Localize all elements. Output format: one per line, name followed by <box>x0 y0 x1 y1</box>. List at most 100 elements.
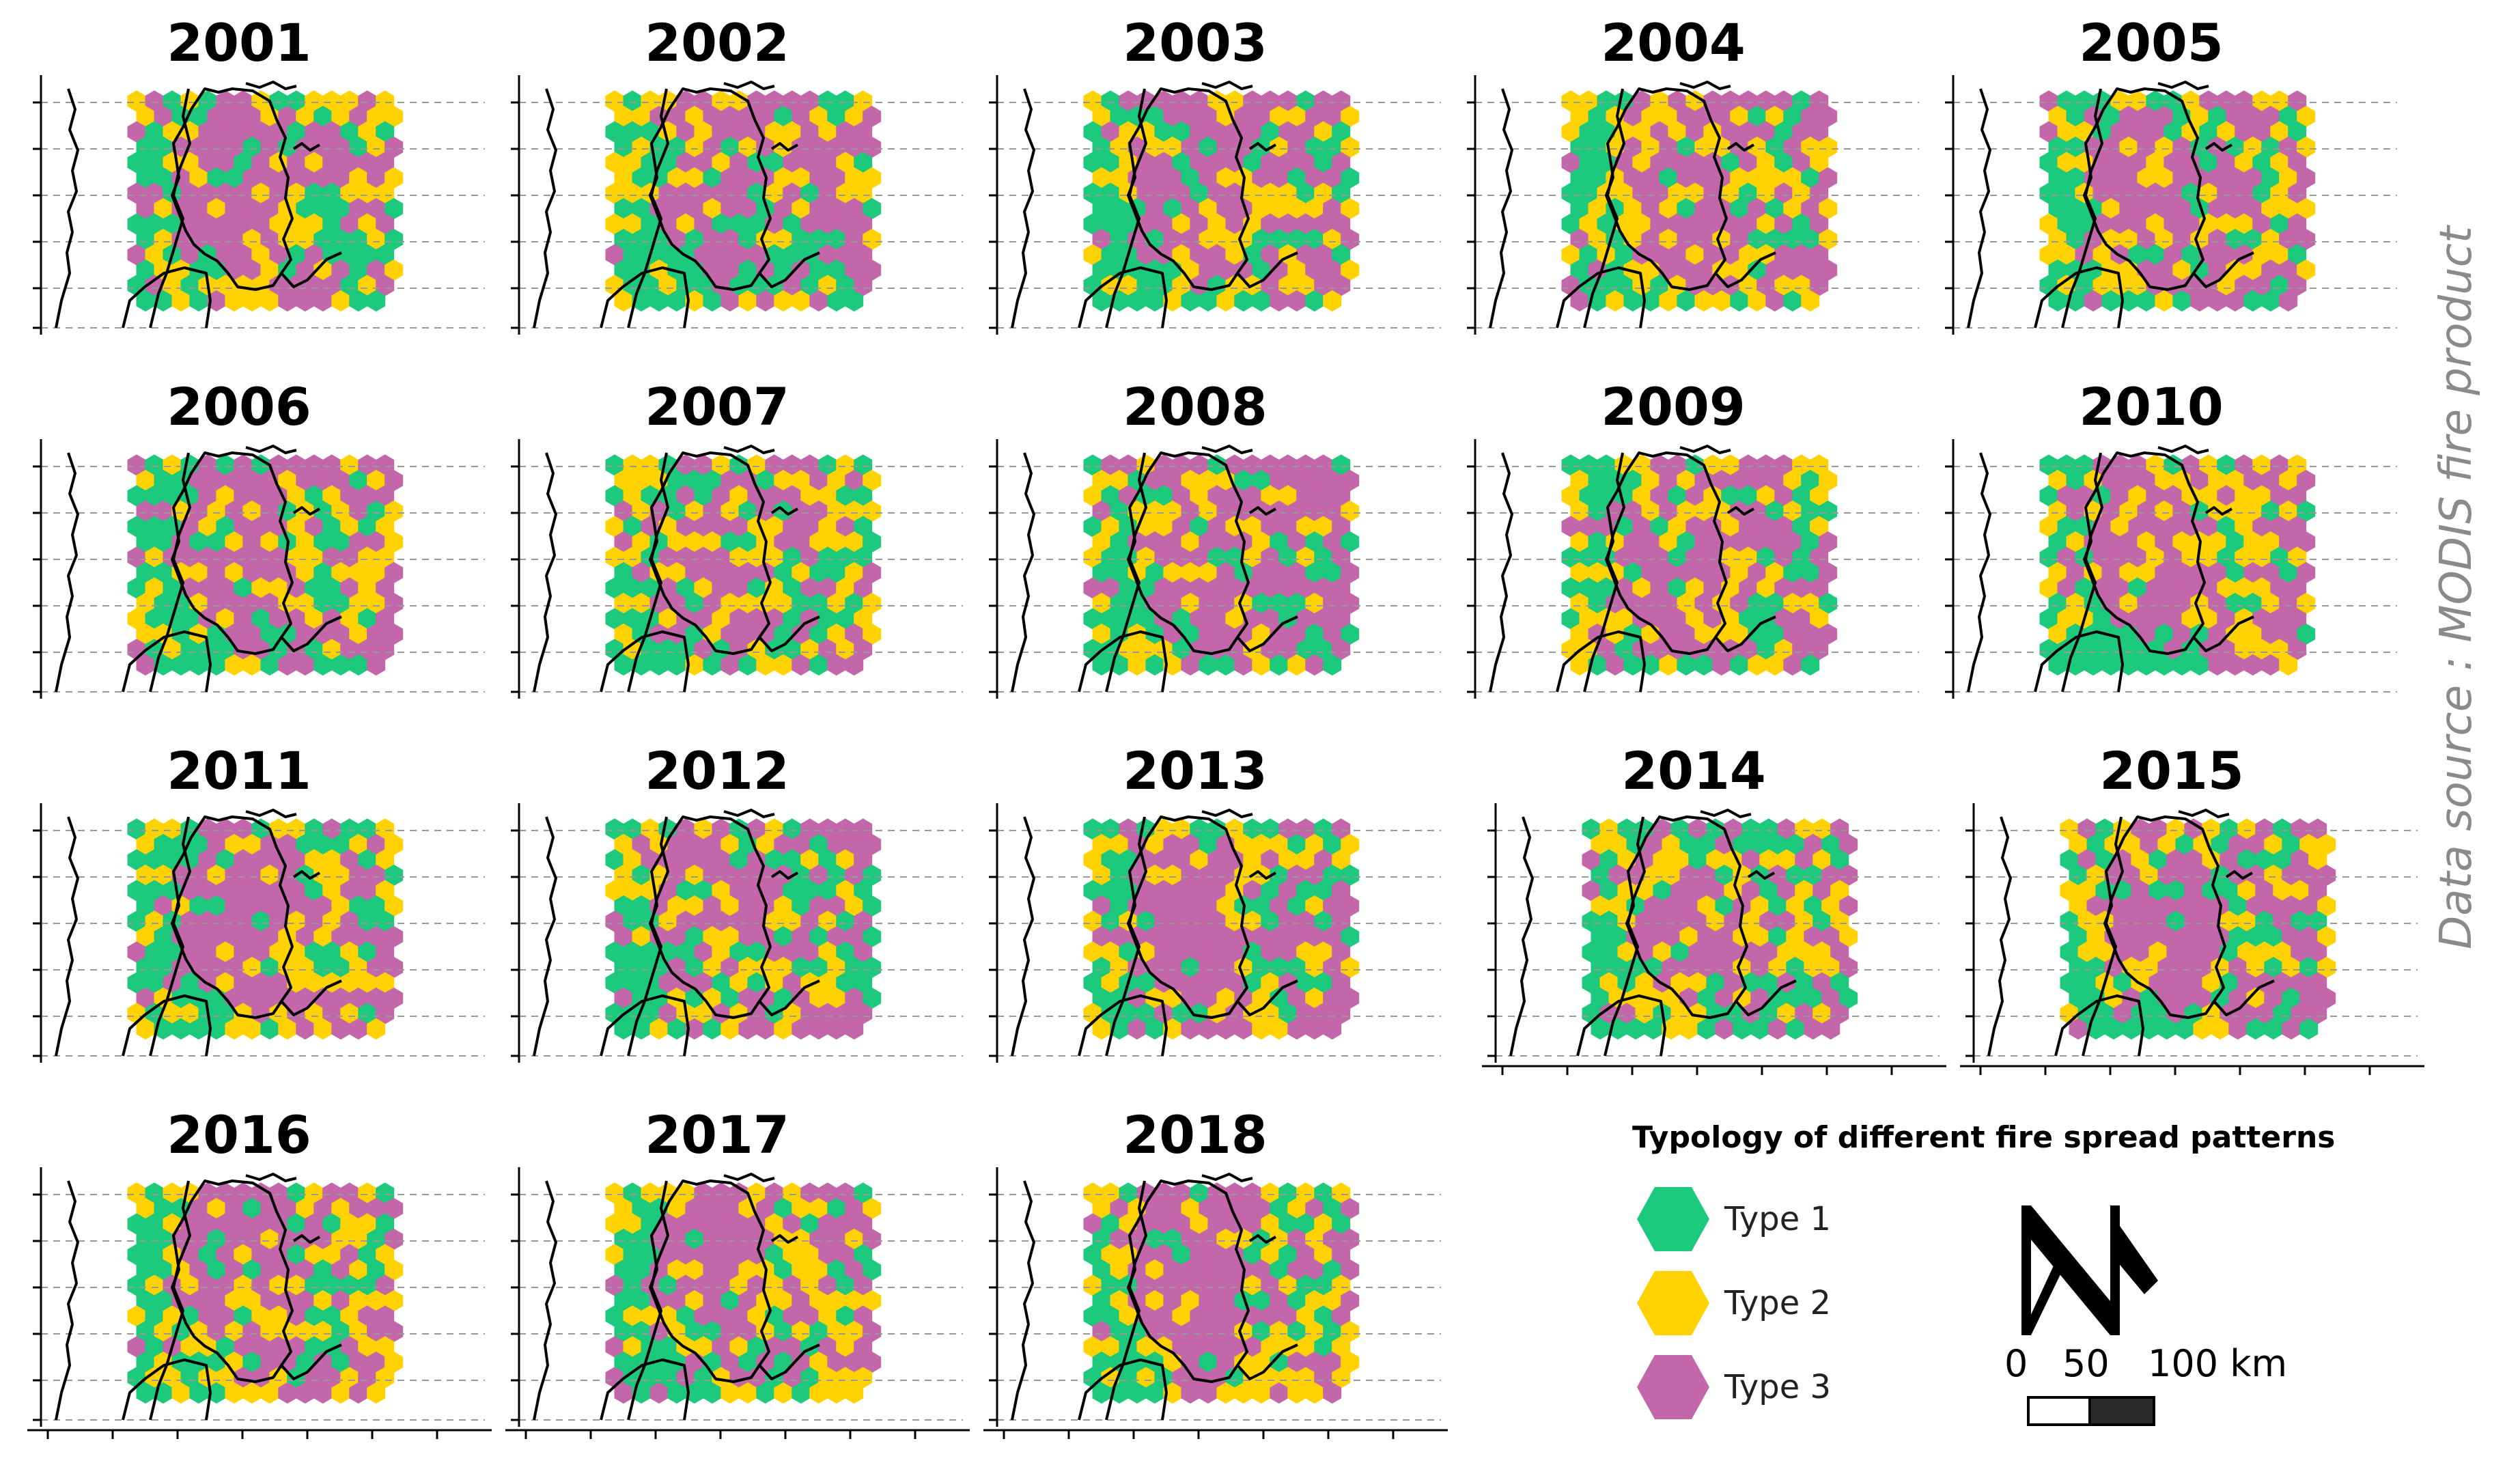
boundary-line <box>1489 452 1513 693</box>
hex-grid <box>1561 90 1838 312</box>
boundary-line <box>1700 809 1752 818</box>
boundary-line <box>1576 994 1666 1057</box>
boundary-line <box>723 445 775 454</box>
region-outline <box>649 815 772 1019</box>
hex-cell <box>845 290 864 312</box>
panel-title-2004: 2004 <box>1601 12 1746 73</box>
map-2012 <box>511 803 963 1063</box>
legend-label-type-2: Type 2 <box>1724 1284 1832 1322</box>
boundary-line <box>1489 88 1513 329</box>
hex-grid <box>2039 454 2316 676</box>
boundary-line <box>723 81 775 90</box>
boundary-line <box>1105 452 1147 693</box>
hex-grid <box>1083 90 1360 312</box>
region-outline <box>649 451 772 655</box>
boundary-line <box>723 809 775 818</box>
boundary-line <box>1714 251 1776 288</box>
region-outline <box>649 87 772 291</box>
boundary-line <box>627 816 669 1057</box>
hex-grid <box>1083 818 1360 1040</box>
region-outline <box>1605 451 1728 655</box>
boundary-line <box>2192 251 2254 288</box>
region-outline <box>2083 87 2206 291</box>
panel-title-2017: 2017 <box>645 1104 789 1165</box>
boundary-line <box>1011 816 1035 1057</box>
region-outline <box>2103 815 2226 1019</box>
boundary-line <box>1726 506 1754 516</box>
hex-cell <box>367 654 386 676</box>
boundary-line <box>1201 809 1253 818</box>
boundary-line <box>627 452 669 693</box>
boundary-line <box>292 870 320 880</box>
boundary-line <box>1201 81 1253 90</box>
panel-title-2018: 2018 <box>1123 1104 1268 1165</box>
boundary-line <box>2034 630 2124 693</box>
boundary-line <box>149 88 191 329</box>
scale-bar <box>2027 1396 2155 1426</box>
panel-title-2013: 2013 <box>1123 740 1268 801</box>
hex-grid <box>605 90 882 312</box>
hex-grid <box>127 818 404 1040</box>
scale-bar-labels: 0 50 100 km <box>2004 1342 2319 1390</box>
hexagon-icon <box>1637 1187 1709 1251</box>
boundary-line <box>1726 142 1754 152</box>
region-outline <box>1127 815 1250 1019</box>
hex-cell <box>845 654 864 676</box>
hex-grid <box>2039 90 2316 312</box>
boundary-line <box>2157 445 2209 454</box>
scale-label-50: 50 <box>2062 1342 2110 1385</box>
legend-item-type-3: Type 3 <box>1636 1353 1909 1421</box>
boundary-line <box>1248 142 1276 152</box>
boundary-line <box>1679 81 1731 90</box>
boundary-line <box>1509 816 1534 1057</box>
hex-cell <box>2299 1018 2319 1040</box>
data-source-label: Data source : MODIS fire product <box>2431 226 2482 949</box>
boundary-line <box>122 630 212 693</box>
boundary-line <box>1987 816 2012 1057</box>
panel-title-2003: 2003 <box>1123 12 1268 73</box>
map-2010 <box>1945 439 2397 699</box>
hex-cell <box>367 290 386 312</box>
legend-label-type-1: Type 1 <box>1724 1200 1832 1238</box>
boundary-line <box>149 1180 191 1421</box>
boundary-line <box>533 1180 557 1421</box>
boundary-line <box>2192 615 2254 652</box>
hexagon-icon <box>1637 1355 1709 1419</box>
panel-title-2015: 2015 <box>2099 740 2244 801</box>
map-2008 <box>989 439 1441 699</box>
boundary-line <box>2054 994 2144 1057</box>
boundary-line <box>149 816 191 1057</box>
panel-title-2012: 2012 <box>645 740 789 801</box>
hex-grid <box>2060 818 2336 1040</box>
boundary-line <box>1967 88 1991 329</box>
boundary-line <box>292 1234 320 1244</box>
boundary-line <box>1604 816 1646 1057</box>
legend-swatch-type-1 <box>1637 1187 1709 1251</box>
scale-label-100: 100 km <box>2148 1342 2288 1385</box>
boundary-line <box>280 615 342 652</box>
region-outline <box>1127 1180 1250 1383</box>
boundary-line <box>600 1358 690 1421</box>
map-2004 <box>1467 75 1919 335</box>
boundary-line <box>723 1173 775 1182</box>
boundary-line <box>533 452 557 693</box>
hex-cell <box>1801 654 1820 676</box>
boundary-line <box>292 142 320 152</box>
boundary-line <box>245 809 297 818</box>
hex-cell <box>2279 654 2298 676</box>
boundary-line <box>1078 1358 1168 1421</box>
hex-cell <box>367 1018 386 1040</box>
hex-grid <box>127 1182 404 1404</box>
boundary-line <box>758 979 820 1016</box>
hex-cell <box>367 1382 386 1404</box>
panel-title-2001: 2001 <box>167 12 311 73</box>
boundary-line <box>533 88 557 329</box>
boundary-line <box>627 88 669 329</box>
boundary-line <box>1967 452 1991 693</box>
map-2003 <box>989 75 1441 335</box>
hex-cell <box>845 1382 864 1404</box>
boundary-line <box>1236 615 1298 652</box>
boundary-line <box>1078 266 1168 329</box>
boundary-line <box>1236 979 1298 1016</box>
